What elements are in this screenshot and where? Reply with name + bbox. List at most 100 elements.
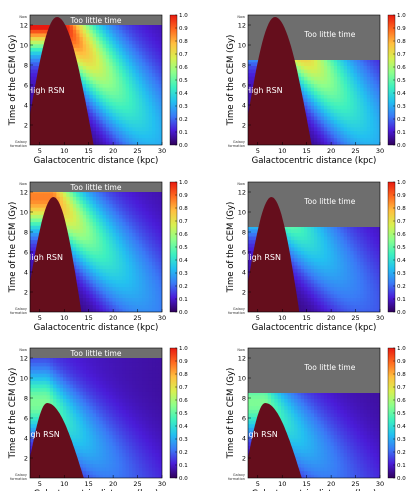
heatmap-cell (148, 279, 153, 284)
heatmap-cell (300, 61, 305, 66)
heatmap-cell (86, 275, 90, 280)
heatmap-cell (105, 134, 110, 139)
heatmap-cell (82, 80, 87, 85)
heatmap-cell (152, 80, 156, 85)
heatmap-cell (129, 47, 133, 52)
heatmap-cell (158, 286, 162, 291)
heatmap-cell (125, 228, 130, 233)
heatmap-cell (109, 247, 113, 252)
heatmap-cell (82, 72, 87, 77)
heatmap-cell (99, 130, 103, 135)
heatmap-cell (350, 94, 354, 99)
heatmap-cell (304, 65, 308, 70)
heatmap-cell (135, 108, 140, 113)
heatmap-cell (148, 43, 153, 48)
heatmap-cell (82, 254, 87, 259)
heatmap-cell (79, 33, 84, 38)
heatmap-cell (142, 283, 146, 288)
heatmap-cell (112, 221, 117, 226)
heatmap-cell (119, 69, 123, 74)
heatmap-cell (92, 297, 97, 302)
heatmap-cell (340, 61, 345, 66)
heatmap-cell (82, 308, 87, 312)
heatmap-cell (96, 29, 100, 34)
heatmap-cell (72, 207, 77, 212)
heatmap-cell (96, 33, 100, 38)
heatmap-cell (135, 25, 140, 30)
heatmap-cell (135, 228, 140, 233)
heatmap-cell (105, 65, 110, 70)
heatmap-cell (129, 232, 133, 237)
heatmap-cell (89, 112, 94, 117)
colorbar-tick-label: 0.2 (397, 117, 406, 123)
heatmap-cell (132, 301, 136, 306)
heatmap-cell (138, 65, 143, 70)
heatmap-cell (129, 72, 133, 77)
heatmap-cell (135, 207, 140, 212)
y-tick-label: 4 (24, 102, 28, 110)
heatmap-cell (317, 123, 321, 128)
heatmap-cell (310, 94, 315, 99)
heatmap-cell (142, 225, 146, 230)
heatmap-cell (125, 214, 130, 219)
heatmap-cell (145, 98, 150, 103)
heatmap-cell (304, 61, 308, 66)
y-bottom-label: Galaxy (15, 140, 27, 144)
heatmap-cell (129, 33, 133, 38)
heatmap-cell (152, 141, 156, 145)
heatmap-cell (138, 105, 143, 110)
heatmap-cell (155, 236, 160, 241)
heatmap-cell (72, 236, 77, 241)
heatmap-cell (158, 304, 162, 309)
heatmap-cell (148, 83, 153, 88)
heatmap-cell (119, 297, 123, 302)
heatmap-cell (363, 108, 368, 113)
heatmap-cell (135, 116, 140, 121)
heatmap-cell (323, 137, 328, 142)
heatmap-cell (119, 250, 123, 255)
heatmap-cell (333, 108, 338, 113)
heatmap-cell (102, 69, 107, 74)
heatmap-cell (79, 308, 84, 312)
heatmap-cell (320, 90, 325, 95)
heatmap-cell (135, 247, 140, 252)
heatmap-cell (36, 51, 41, 56)
heatmap-cell (69, 228, 74, 233)
heatmap-cell (320, 105, 325, 110)
heatmap-cell (290, 243, 295, 248)
heatmap-cell (330, 87, 335, 92)
colorbar-tick-label: 0.8 (179, 39, 188, 45)
heatmap-cell (76, 36, 80, 41)
heatmap-cell (251, 243, 255, 248)
heatmap-cell (340, 130, 345, 135)
heatmap-cell (307, 61, 312, 66)
heatmap-cell (353, 137, 358, 142)
heatmap-cell (356, 58, 361, 63)
heatmap-cell (96, 196, 100, 201)
heatmap-cell (96, 134, 100, 139)
heatmap-cell (148, 29, 153, 34)
heatmap-cell (72, 196, 77, 201)
heatmap-cell (148, 54, 153, 59)
heatmap-cell (109, 80, 113, 85)
heatmap-cell (99, 80, 103, 85)
heatmap-cell (142, 29, 146, 34)
heatmap-cell (135, 43, 140, 48)
heatmap-cell (119, 243, 123, 248)
heatmap-cell (254, 58, 259, 63)
heatmap-cell (337, 126, 341, 131)
y-axis-label: Time of the CEM (Gy) (8, 202, 18, 294)
heatmap-cell (112, 61, 117, 66)
heatmap-cell (30, 225, 34, 230)
heatmap-cell (92, 119, 97, 124)
heatmap-cell (135, 61, 140, 66)
heatmap-cell (125, 203, 130, 208)
heatmap-cell (142, 47, 146, 52)
heatmap-cell (53, 192, 57, 197)
heatmap-cell (155, 221, 160, 226)
heatmap-cell (145, 101, 150, 106)
heatmap-cell (158, 232, 162, 237)
heatmap-cell (76, 236, 80, 241)
heatmap-cell (119, 101, 123, 106)
heatmap-cell (119, 112, 123, 117)
